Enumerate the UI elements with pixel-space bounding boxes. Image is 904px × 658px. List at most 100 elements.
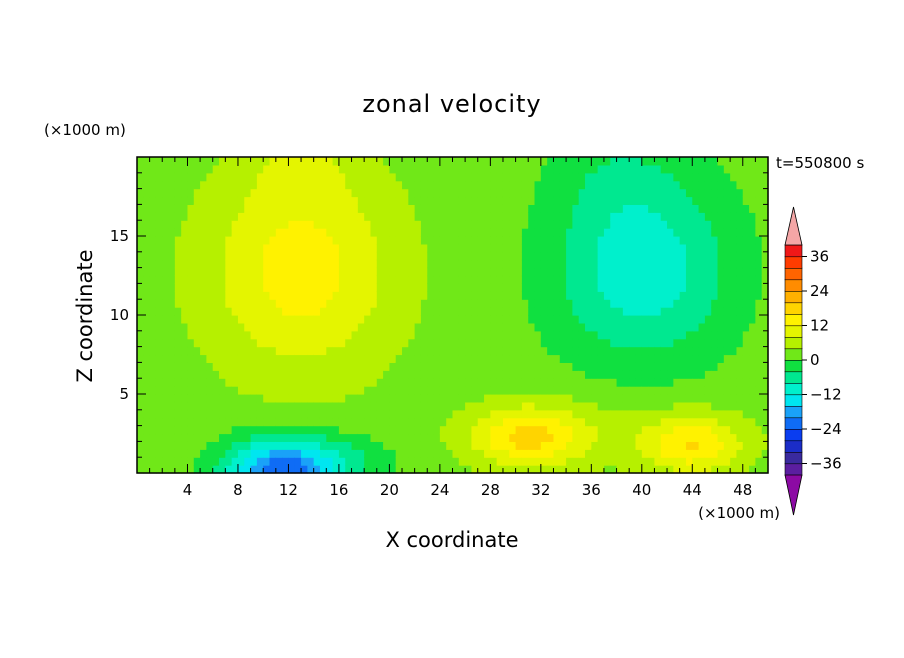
- heatmap-cell: [496, 465, 504, 474]
- heatmap-cell: [490, 243, 498, 253]
- heatmap-cell: [168, 338, 176, 348]
- heatmap-cell: [351, 362, 359, 371]
- heatmap-cell: [193, 417, 201, 427]
- heatmap-cell: [755, 291, 763, 300]
- heatmap-cell: [723, 433, 731, 442]
- heatmap-cell: [174, 157, 182, 166]
- heatmap-cell: [376, 212, 384, 221]
- heatmap-cell: [698, 346, 706, 356]
- heatmap-cell: [654, 283, 662, 292]
- heatmap-cell: [420, 322, 428, 332]
- heatmap-cell: [572, 322, 580, 332]
- heatmap-cell: [521, 236, 529, 245]
- heatmap-cell: [667, 220, 674, 229]
- heatmap-cell: [338, 212, 346, 221]
- heatmap-cell: [351, 441, 359, 450]
- heatmap-cell: [698, 465, 706, 474]
- heatmap-cell: [231, 433, 239, 442]
- heatmap-cell: [420, 465, 428, 474]
- heatmap-cell: [660, 362, 668, 371]
- heatmap-cell: [521, 449, 529, 458]
- heatmap-cell: [730, 204, 738, 213]
- heatmap-cell: [168, 212, 176, 221]
- heatmap-cell: [162, 204, 170, 213]
- heatmap-cell: [200, 433, 208, 442]
- heatmap-cell: [559, 236, 567, 245]
- heatmap-cell: [477, 449, 485, 458]
- heatmap-cell: [547, 370, 555, 379]
- heatmap-cell: [502, 433, 510, 442]
- heatmap-cell: [231, 275, 239, 284]
- heatmap-cell: [477, 251, 485, 261]
- heatmap-cell: [553, 251, 561, 261]
- heatmap-cell: [641, 457, 649, 466]
- heatmap-cell: [402, 417, 409, 427]
- heatmap-cell: [578, 346, 586, 356]
- heatmap-cell: [383, 172, 390, 182]
- heatmap-cell: [477, 378, 485, 387]
- heatmap-cell: [389, 212, 397, 221]
- heatmap-cell: [471, 425, 479, 435]
- heatmap-cell: [711, 180, 719, 190]
- heatmap-cell: [465, 228, 473, 237]
- heatmap-cell: [301, 228, 308, 237]
- heatmap-cell: [547, 299, 555, 308]
- heatmap-cell: [540, 212, 548, 221]
- heatmap-cell: [282, 457, 290, 466]
- heatmap-cell: [692, 283, 700, 292]
- heatmap-cell: [326, 212, 334, 221]
- heatmap-cell: [269, 322, 277, 332]
- heatmap-cell: [585, 457, 592, 466]
- heatmap-cell: [559, 433, 567, 442]
- heatmap-cell: [673, 236, 681, 245]
- heatmap-cell: [484, 243, 491, 253]
- heatmap-cell: [250, 378, 258, 387]
- x-tick-label: 48: [733, 481, 752, 499]
- heatmap-cell: [540, 386, 548, 395]
- heatmap-cell: [502, 378, 510, 387]
- heatmap-cell: [357, 465, 365, 474]
- heatmap-cell: [660, 212, 668, 221]
- heatmap-cell: [200, 299, 208, 308]
- heatmap-cell: [244, 164, 252, 174]
- heatmap-cell: [162, 457, 170, 466]
- heatmap-cell: [629, 307, 637, 316]
- heatmap-cell: [610, 449, 618, 458]
- heatmap-cell: [231, 299, 239, 308]
- heatmap-cell: [364, 394, 372, 403]
- heatmap-cell: [326, 220, 334, 229]
- heatmap-cell: [534, 291, 542, 300]
- heatmap-cell: [250, 228, 258, 237]
- heatmap-cell: [149, 299, 157, 308]
- heatmap-cell: [307, 283, 315, 292]
- heatmap-cell: [275, 457, 283, 466]
- heatmap-cell: [408, 465, 416, 474]
- heatmap-cell: [761, 409, 769, 419]
- heatmap-cell: [244, 417, 252, 427]
- heatmap-cell: [326, 196, 334, 205]
- heatmap-cell: [465, 386, 473, 395]
- heatmap-cell: [521, 315, 529, 324]
- heatmap-cell: [420, 417, 428, 427]
- heatmap-cell: [332, 188, 340, 198]
- heatmap-cell: [168, 180, 176, 190]
- heatmap-cell: [187, 267, 195, 277]
- heatmap-cell: [723, 338, 731, 348]
- heatmap-cell: [193, 212, 201, 221]
- heatmap-cell: [755, 172, 763, 182]
- heatmap-cell: [275, 291, 283, 300]
- heatmap-cell: [370, 172, 378, 182]
- heatmap-cell: [559, 267, 567, 277]
- heatmap-cell: [610, 338, 618, 348]
- heatmap-cell: [458, 196, 466, 205]
- heatmap-cell: [446, 457, 454, 466]
- heatmap-cell: [578, 425, 586, 435]
- heatmap-cell: [610, 441, 618, 450]
- heatmap-cell: [673, 449, 681, 458]
- heatmap-cell: [420, 212, 428, 221]
- heatmap-cell: [389, 299, 397, 308]
- heatmap-cell: [458, 449, 466, 458]
- heatmap-cell: [439, 228, 447, 237]
- heatmap-cell: [616, 267, 624, 277]
- heatmap-cell: [383, 401, 390, 411]
